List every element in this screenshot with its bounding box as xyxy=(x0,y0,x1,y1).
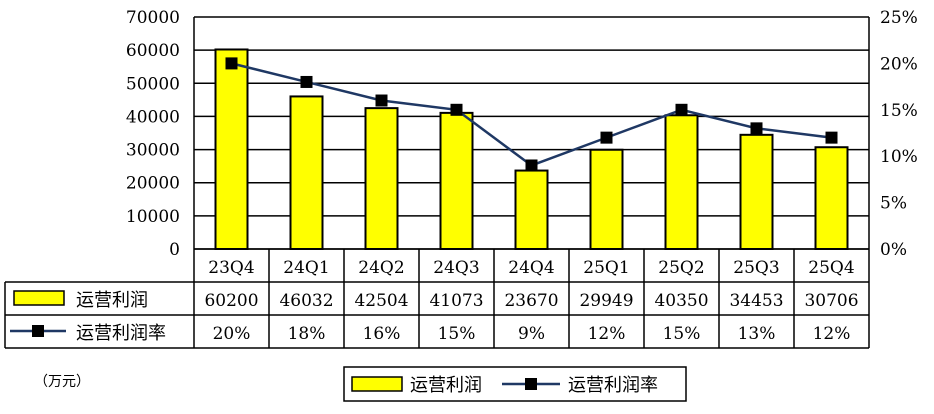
bar-value-label: 46032 xyxy=(279,291,333,311)
legend-line-label: 运营利润率 xyxy=(568,375,658,396)
bar-value-label: 41073 xyxy=(429,291,483,311)
bar xyxy=(289,95,324,250)
line-marker xyxy=(675,103,688,116)
axes: 0 10000 20000 30000 40000 50000 60000 70000 0% 5%… xyxy=(126,8,918,260)
row-key-line-marker xyxy=(32,325,44,337)
legend-bar-label: 运营利润 xyxy=(410,375,482,396)
bars xyxy=(214,48,849,251)
rate-value-label: 16% xyxy=(363,324,401,344)
rate-value-label: 12% xyxy=(813,324,851,344)
unit-note: （万元） xyxy=(34,374,90,390)
rate-value-label: 18% xyxy=(288,324,326,344)
bar-value-label: 60200 xyxy=(204,291,258,311)
bar xyxy=(664,114,699,250)
data-table: 23Q4 24Q1 24Q2 24Q3 24Q4 25Q1 25Q2 25Q3 25Q4 6020… xyxy=(4,248,870,349)
category-label: 25Q2 xyxy=(658,258,704,278)
line-marker xyxy=(600,131,613,144)
bar-value-label: 42504 xyxy=(354,291,408,311)
bar xyxy=(439,111,474,250)
category-label: 24Q4 xyxy=(508,258,554,278)
line-marker xyxy=(825,131,838,144)
legend: 运营利润 运营利润率 xyxy=(343,366,687,402)
bar-value-label: 34453 xyxy=(729,291,783,311)
rate-value-label: 9% xyxy=(518,324,545,344)
y-right-tick-label: 10% xyxy=(880,147,918,167)
row-key-bar-label: 运营利润 xyxy=(76,290,148,311)
line-marker xyxy=(225,57,238,70)
category-label: 24Q3 xyxy=(433,258,479,278)
category-label: 23Q4 xyxy=(208,258,254,278)
bar xyxy=(514,169,549,250)
category-label: 24Q2 xyxy=(358,258,404,278)
y-right-tick-label: 20% xyxy=(880,54,918,74)
bar xyxy=(214,48,249,251)
line-marker xyxy=(750,122,763,135)
y-left-tick-label: 40000 xyxy=(126,107,180,127)
y-left-tick-label: 0 xyxy=(169,240,180,260)
row-key-line-label: 运营利润率 xyxy=(76,323,166,344)
y-right-tick-label: 15% xyxy=(880,101,918,121)
bar-value-label: 40350 xyxy=(654,291,708,311)
row-key-bar-swatch xyxy=(13,290,65,306)
legend-bar-swatch xyxy=(351,376,403,392)
y-right-tick-label: 25% xyxy=(880,8,918,28)
rate-value-label: 15% xyxy=(663,324,701,344)
bar-value-label: 23670 xyxy=(504,291,558,311)
line-marker xyxy=(450,103,463,116)
y-left-tick-label: 30000 xyxy=(126,141,180,161)
y-right-tick-label: 0% xyxy=(880,240,907,260)
rate-value-label: 15% xyxy=(438,324,476,344)
category-label: 25Q4 xyxy=(808,258,854,278)
y-left-tick-label: 70000 xyxy=(126,8,180,28)
bar xyxy=(814,146,849,250)
bar xyxy=(589,148,624,251)
profit-rate-line xyxy=(225,57,838,172)
rate-value-label: 12% xyxy=(588,324,626,344)
y-left-tick-label: 50000 xyxy=(126,74,180,94)
y-right-tick-label: 5% xyxy=(880,194,907,214)
category-label: 25Q3 xyxy=(733,258,779,278)
bar xyxy=(364,107,399,251)
line-marker xyxy=(375,94,388,107)
rate-value-label: 20% xyxy=(213,324,251,344)
rate-value-label: 13% xyxy=(738,324,776,344)
bar-value-label: 29949 xyxy=(579,291,633,311)
line-marker xyxy=(525,159,538,172)
y-left-tick-label: 10000 xyxy=(126,207,180,227)
y-left-tick-label: 20000 xyxy=(126,174,180,194)
y-left-tick-label: 60000 xyxy=(126,41,180,61)
bar-value-label: 30706 xyxy=(804,291,858,311)
bar xyxy=(739,133,774,250)
category-label: 25Q1 xyxy=(583,258,629,278)
line-marker xyxy=(300,75,313,88)
category-label: 24Q1 xyxy=(283,258,329,278)
legend-line-marker xyxy=(525,378,537,390)
